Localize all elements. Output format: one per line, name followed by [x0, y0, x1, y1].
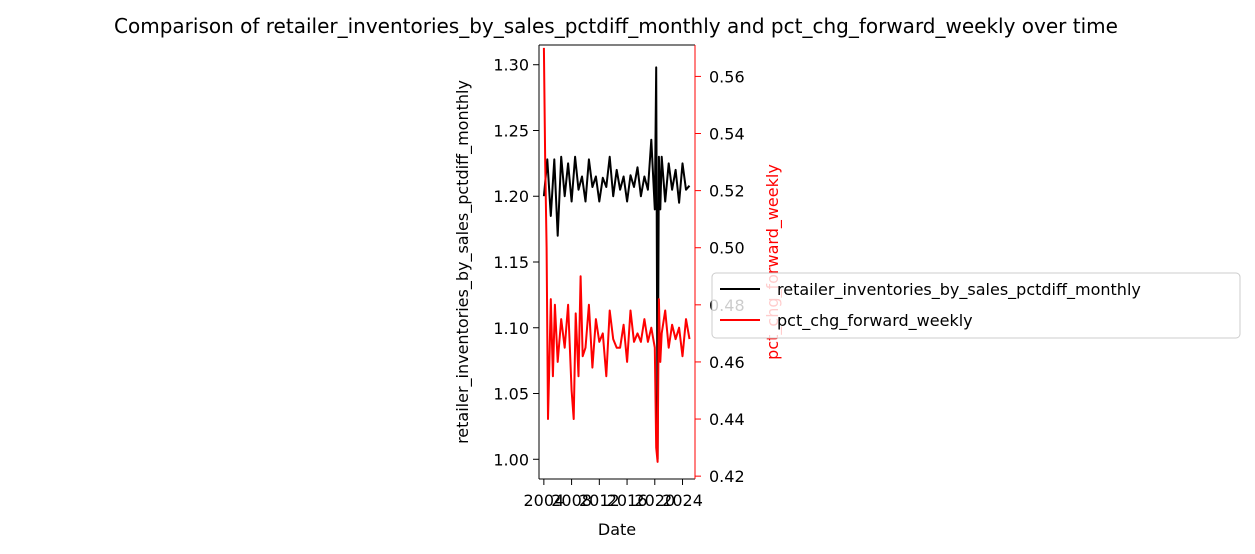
- x-tick-label: 2024: [662, 491, 703, 510]
- left-y-tick-label: 1.10: [493, 319, 529, 338]
- right-y-tick-label: 0.44: [709, 410, 745, 429]
- right-y-tick-label: 0.46: [709, 353, 745, 372]
- x-tick-label: 2016: [607, 491, 648, 510]
- plot-background: [539, 45, 695, 479]
- x-tick-label: 2008: [551, 491, 592, 510]
- left-y-tick-label: 1.25: [493, 121, 529, 140]
- legend-frame: [711, 272, 1241, 339]
- series-layer: [542, 47, 691, 463]
- x-tick-label: 2020: [634, 491, 675, 510]
- plot-area: [539, 45, 695, 479]
- left-y-tick-label: 1.00: [493, 450, 529, 469]
- left-y-tick-label: 1.15: [493, 253, 529, 272]
- left-y-tick-label: 1.30: [493, 56, 529, 75]
- chart-title: Comparison of retailer_inventories_by_sa…: [114, 14, 1118, 38]
- left-y-tick-label: 1.05: [493, 385, 529, 404]
- left-y-ticks: 1.00 1.05 1.10 1.15 1.20 1.25 1.30: [493, 56, 539, 469]
- legend-label-series-1: retailer_inventories_by_sales_pctdiff_mo…: [777, 280, 1141, 300]
- series-line-2: [542, 47, 691, 463]
- right-y-tick-label: 0.54: [709, 125, 745, 144]
- x-axis-label: Date: [598, 520, 636, 539]
- left-y-tick-label: 1.20: [493, 187, 529, 206]
- x-tick-label: 2012: [579, 491, 620, 510]
- right-y-tick-label: 0.50: [709, 239, 745, 258]
- left-y-axis-label: retailer_inventories_by_sales_pctdiff_mo…: [453, 80, 473, 444]
- series-line-1: [542, 66, 691, 461]
- legend-label-series-2: pct_chg_forward_weekly: [777, 311, 973, 331]
- right-y-tick-label: 0.56: [709, 67, 745, 86]
- right-y-tick-label: 0.52: [709, 182, 745, 201]
- axes-layer: [538, 44, 696, 480]
- legend: retailer_inventories_by_sales_pctdiff_mo…: [711, 272, 1241, 339]
- x-tick-label: 2004: [523, 491, 564, 510]
- right-y-tick-label: 0.42: [709, 467, 745, 486]
